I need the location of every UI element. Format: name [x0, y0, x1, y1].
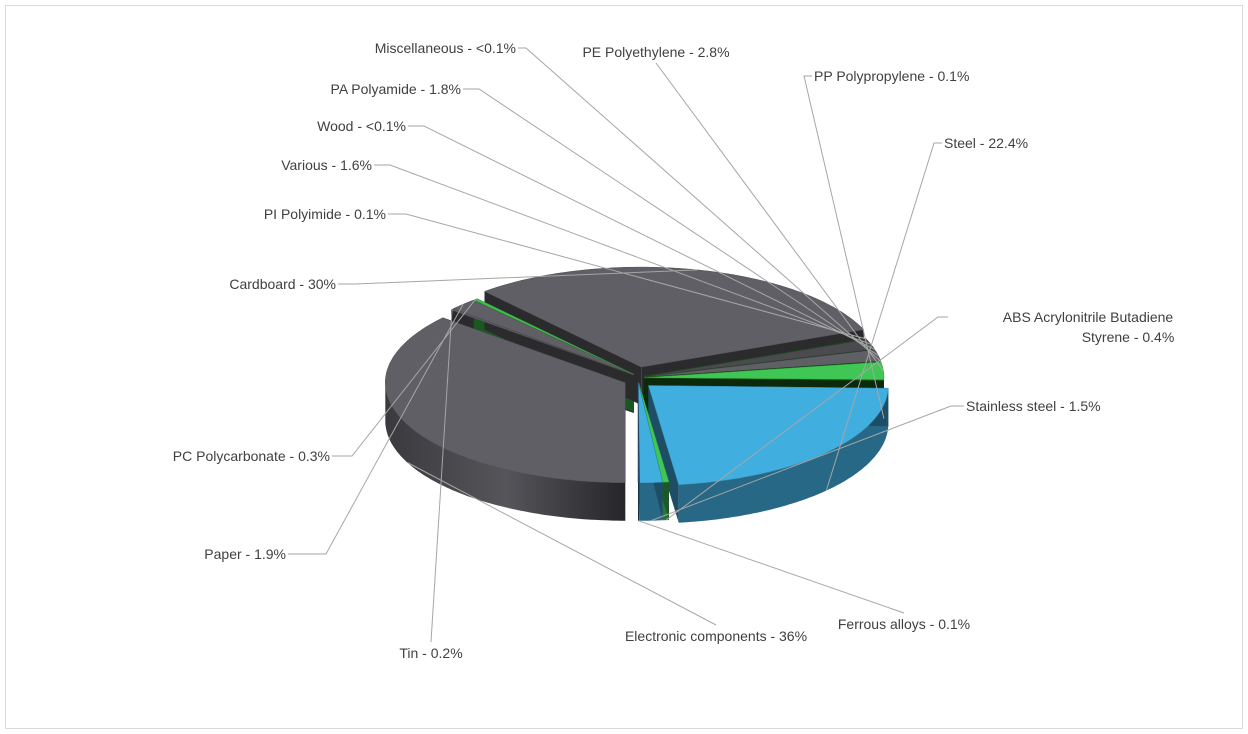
leader-line [665, 316, 948, 521]
slice-labels: Electronic components - 36% Tin - 0.2% Pap… [173, 40, 1175, 661]
leader-line [651, 405, 964, 522]
slice-label: Cardboard - 30% [229, 276, 336, 292]
slice-ferrous-alloys [637, 382, 640, 484]
chart-frame: Electronic components - 36% Tin - 0.2% Pap… [5, 5, 1243, 729]
leader-line [655, 62, 884, 372]
leader-line [388, 213, 867, 340]
slice-wall-12-1 [648, 385, 679, 523]
slice-label: PC Polycarbonate - 0.3% [173, 448, 330, 464]
slice-abs-acrylonitrile-butadiene-styrene [638, 382, 670, 483]
slice-label: Wood - <0.1% [317, 118, 406, 134]
pie-slices [385, 266, 889, 485]
slice-stainless-steel [638, 382, 663, 484]
leader-line [408, 125, 875, 350]
slice-label: PE Polyethylene - 2.8% [582, 44, 729, 60]
pie-chart: Electronic components - 36% Tin - 0.2% Pap… [173, 40, 1175, 661]
slice-label: Ferrous alloys - 0.1% [838, 616, 970, 632]
leader-line [332, 298, 476, 457]
slice-label: Stainless steel - 1.5% [966, 398, 1101, 414]
slice-label: PI Polyimide - 0.1% [264, 206, 386, 222]
leader-lines [288, 47, 964, 643]
slice-label: PP Polypropylene - 0.1% [814, 68, 969, 84]
leader-line [407, 462, 717, 626]
leader-line [463, 88, 879, 356]
leader-line [338, 269, 698, 285]
slice-label: ABS Acrylonitrile Butadiene Styrene - 0.4… [1003, 309, 1175, 345]
slice-side-0 [385, 382, 626, 521]
slice-label: Electronic components - 36% [625, 628, 807, 644]
slice-label: Tin - 0.2% [399, 645, 462, 661]
slice-label: Steel - 22.4% [944, 135, 1028, 151]
leader-line [430, 309, 453, 643]
slice-electronic-components [385, 317, 626, 483]
slice-label: Miscellaneous - <0.1% [375, 40, 516, 56]
slice-pp-polypropylene [643, 377, 885, 382]
slice-pe-polyethylene [643, 361, 885, 380]
slice-side-12 [678, 388, 889, 523]
leader-line [374, 164, 872, 345]
leader-line [518, 47, 882, 362]
leader-line [825, 142, 942, 491]
leader-line [638, 520, 905, 614]
leader-line [803, 75, 885, 419]
slice-label: Paper - 1.9% [204, 546, 286, 562]
leader-line [288, 304, 464, 555]
slice-steel [648, 385, 889, 485]
slice-label: PA Polyamide - 1.8% [331, 81, 461, 97]
slice-label: Various - 1.6% [281, 157, 372, 173]
